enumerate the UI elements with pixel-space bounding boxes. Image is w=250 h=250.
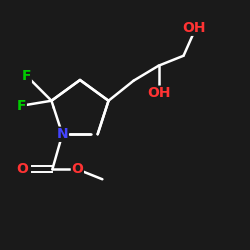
Text: OH: OH — [182, 21, 205, 35]
Text: F: F — [17, 99, 26, 113]
Text: OH: OH — [147, 86, 170, 100]
Text: O: O — [16, 162, 28, 176]
Text: N: N — [56, 127, 68, 141]
Text: O: O — [72, 162, 83, 176]
Text: F: F — [22, 69, 31, 83]
